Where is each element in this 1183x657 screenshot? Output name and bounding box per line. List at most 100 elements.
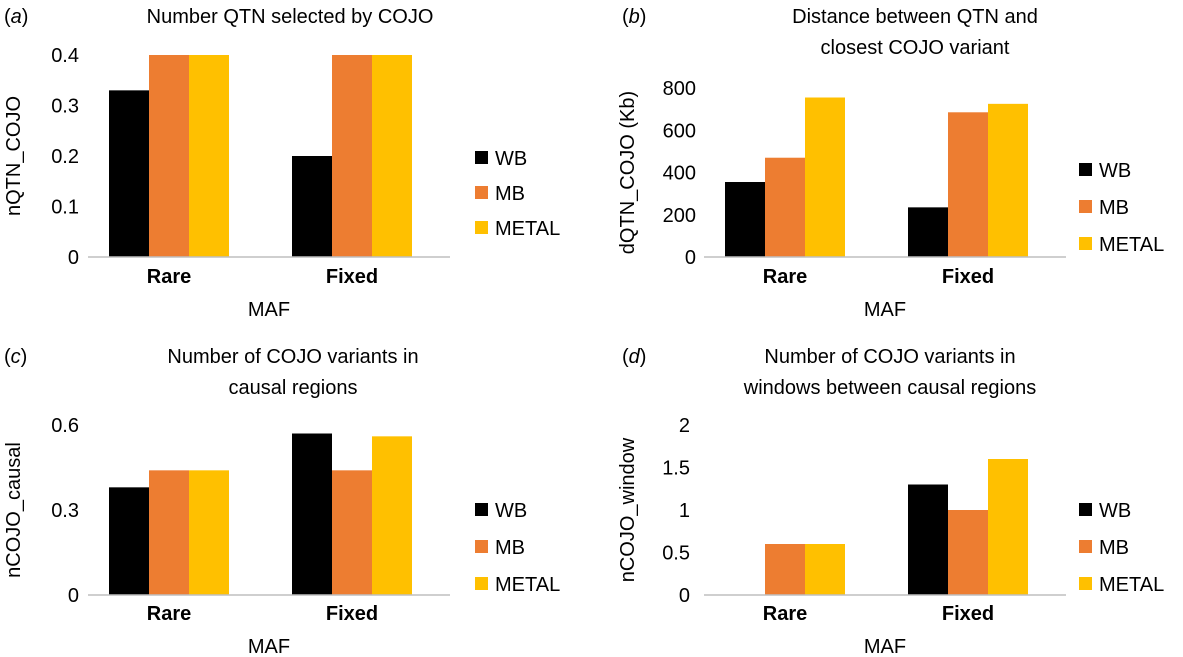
chart-panel-a: (a) Number QTN selected by COJO nQTN_COJO 0… <box>3 6 560 321</box>
legend-label-mb: MB <box>495 183 525 205</box>
y-tick-label: 0.2 <box>51 146 79 168</box>
bar-metal-fixed <box>372 55 412 257</box>
legend-swatch-metal <box>475 221 488 234</box>
legend-label-mb: MB <box>495 537 525 559</box>
bar-mb-fixed <box>332 55 372 257</box>
y-tick-label: 0.1 <box>51 197 79 219</box>
bar-mb-rare <box>765 544 805 595</box>
y-tick-label: 0 <box>685 247 696 269</box>
bar-mb-rare <box>765 157 805 257</box>
legend-label-mb: MB <box>1099 537 1129 559</box>
bar-metal-rare <box>805 544 845 595</box>
chart-title: closest COJO variant <box>821 37 1010 59</box>
x-category-label: Fixed <box>942 603 994 625</box>
chart-title: Number of COJO variants in <box>167 346 418 368</box>
panel-label: (c) <box>4 346 27 368</box>
chart-title: Number QTN selected by COJO <box>147 6 434 28</box>
legend-swatch-metal <box>1079 237 1092 250</box>
x-category-label: Fixed <box>326 266 378 288</box>
x-axis-label: MAF <box>248 299 290 321</box>
x-axis-label: MAF <box>864 299 906 321</box>
panel-label: (b) <box>622 6 646 28</box>
legend-swatch-mb <box>475 186 488 199</box>
x-category-label: Rare <box>763 603 807 625</box>
chart-title: windows between causal regions <box>743 377 1036 399</box>
chart-panel-b: (b) Distance between QTN and closest COJO … <box>617 6 1164 321</box>
y-tick-label: 1 <box>679 500 690 522</box>
legend-swatch-mb <box>1079 200 1092 213</box>
y-tick-label: 1.5 <box>662 458 690 480</box>
legend-label-wb: WB <box>495 148 527 170</box>
chart-title: Number of COJO variants in <box>764 346 1015 368</box>
legend-swatch-wb <box>1079 163 1092 176</box>
bar-metal-fixed <box>988 459 1028 595</box>
chart-title: causal regions <box>229 377 358 399</box>
y-tick-label: 0 <box>68 585 79 607</box>
chart-panel-d: (d) Number of COJO variants in windows bet… <box>617 346 1164 657</box>
x-category-label: Rare <box>147 603 191 625</box>
y-tick-label: 0.3 <box>51 500 79 522</box>
bar-metal-rare <box>189 55 229 257</box>
bar-mb-fixed <box>948 510 988 595</box>
y-tick-label: 800 <box>663 78 696 100</box>
y-tick-label: 0.4 <box>51 45 79 67</box>
legend-label-wb: WB <box>1099 500 1131 522</box>
y-tick-label: 0.6 <box>51 415 79 437</box>
y-tick-label: 0 <box>679 585 690 607</box>
legend: WB MB METAL <box>1079 160 1164 256</box>
bar-mb-rare <box>149 470 189 595</box>
legend-swatch-metal <box>1079 577 1092 590</box>
y-axis-label: nCOJO_window <box>617 437 639 582</box>
bar-wb-fixed <box>908 207 948 257</box>
bar-metal-fixed <box>988 103 1028 257</box>
x-axis-label: MAF <box>864 636 906 657</box>
legend-label-metal: METAL <box>1099 234 1164 256</box>
legend-label-mb: MB <box>1099 197 1129 219</box>
legend: WB MB METAL <box>475 500 560 596</box>
legend-label-metal: METAL <box>495 218 560 240</box>
bar-wb-fixed <box>908 484 948 595</box>
legend-swatch-wb <box>1079 503 1092 516</box>
legend-label-metal: METAL <box>1099 574 1164 596</box>
legend: WB MB METAL <box>475 148 560 240</box>
y-tick-label: 0.3 <box>51 96 79 118</box>
y-axis-label: nCOJO_causal <box>3 442 25 578</box>
chart-panel-c: (c) Number of COJO variants in causal regi… <box>3 346 560 657</box>
legend-label-metal: METAL <box>495 574 560 596</box>
bar-mb-fixed <box>332 470 372 595</box>
bar-metal-fixed <box>372 436 412 595</box>
x-axis-label: MAF <box>248 636 290 657</box>
bar-wb-rare <box>109 90 149 257</box>
legend-label-wb: WB <box>1099 160 1131 182</box>
bar-wb-rare <box>725 182 765 257</box>
y-tick-label: 600 <box>663 120 696 142</box>
y-tick-label: 400 <box>663 163 696 185</box>
y-tick-label: 200 <box>663 205 696 227</box>
legend-swatch-wb <box>475 151 488 164</box>
legend-swatch-mb <box>1079 540 1092 553</box>
y-tick-label: 0.5 <box>662 543 690 565</box>
x-category-label: Fixed <box>942 266 994 288</box>
legend-label-wb: WB <box>495 500 527 522</box>
legend: WB MB METAL <box>1079 500 1164 596</box>
x-category-label: Rare <box>147 266 191 288</box>
bar-metal-rare <box>805 97 845 257</box>
bar-wb-fixed <box>292 433 332 595</box>
bar-wb-rare <box>109 487 149 595</box>
legend-swatch-wb <box>475 503 488 516</box>
x-category-label: Rare <box>763 266 807 288</box>
x-category-label: Fixed <box>326 603 378 625</box>
chart-title: Distance between QTN and <box>792 6 1038 28</box>
legend-swatch-mb <box>475 540 488 553</box>
y-tick-label: 2 <box>679 415 690 437</box>
y-axis-label: nQTN_COJO <box>3 96 25 216</box>
panel-label: (d) <box>622 346 646 368</box>
legend-swatch-metal <box>475 577 488 590</box>
panel-label: (a) <box>4 6 28 28</box>
y-axis-label: dQTN_COJO (Kb) <box>617 91 639 254</box>
bar-mb-rare <box>149 55 189 257</box>
bar-wb-fixed <box>292 156 332 257</box>
bar-mb-fixed <box>948 112 988 257</box>
y-tick-label: 0 <box>68 247 79 269</box>
